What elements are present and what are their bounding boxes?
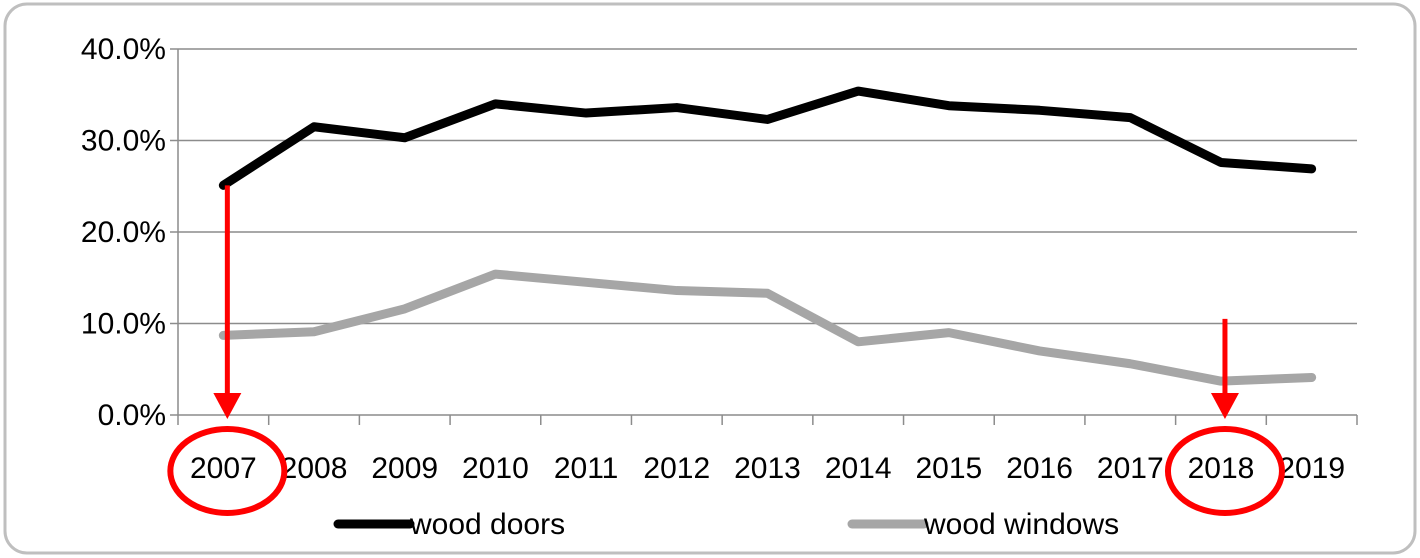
x-tick-label: 2017	[1097, 452, 1164, 485]
y-tick-label: 30.0%	[81, 125, 166, 158]
x-tick-label: 2007	[190, 452, 257, 485]
x-tick-label: 2008	[281, 452, 348, 485]
axes: 0.0% 10.0% 20.0% 30.0% 40.0% 2007 2008 2009 2010…	[81, 33, 1358, 485]
y-tick-label: 10.0%	[81, 308, 166, 341]
annotation-layer	[167, 185, 1285, 516]
annotation-circle	[1164, 426, 1285, 516]
x-tick-label: 2012	[643, 452, 710, 485]
legend: wood doors wood windows	[333, 508, 1119, 541]
x-tick-label: 2018	[1188, 452, 1255, 485]
x-tick-label: 2011	[554, 452, 619, 485]
annotation-circle	[167, 426, 288, 516]
x-tick-label: 2015	[916, 452, 983, 485]
legend-label-doors: wood doors	[409, 508, 565, 541]
x-tick-label: 2010	[462, 452, 529, 485]
x-tick-label: 2016	[1006, 452, 1073, 485]
legend-label-windows: wood windows	[923, 508, 1119, 541]
x-tick-label: 2019	[1278, 452, 1345, 485]
y-tick-label: 20.0%	[81, 216, 166, 249]
series-layer	[218, 86, 1317, 386]
y-tick-label: 40.0%	[81, 33, 166, 66]
y-tick-label: 0.0%	[98, 399, 166, 432]
gridlines	[178, 48, 1357, 325]
annotation-arrow-head	[1210, 393, 1239, 419]
annotation-arrow-head	[213, 393, 242, 419]
x-tick-label: 2009	[371, 452, 438, 485]
x-tick-label: 2013	[734, 452, 801, 485]
x-tick-label: 2014	[825, 452, 892, 485]
